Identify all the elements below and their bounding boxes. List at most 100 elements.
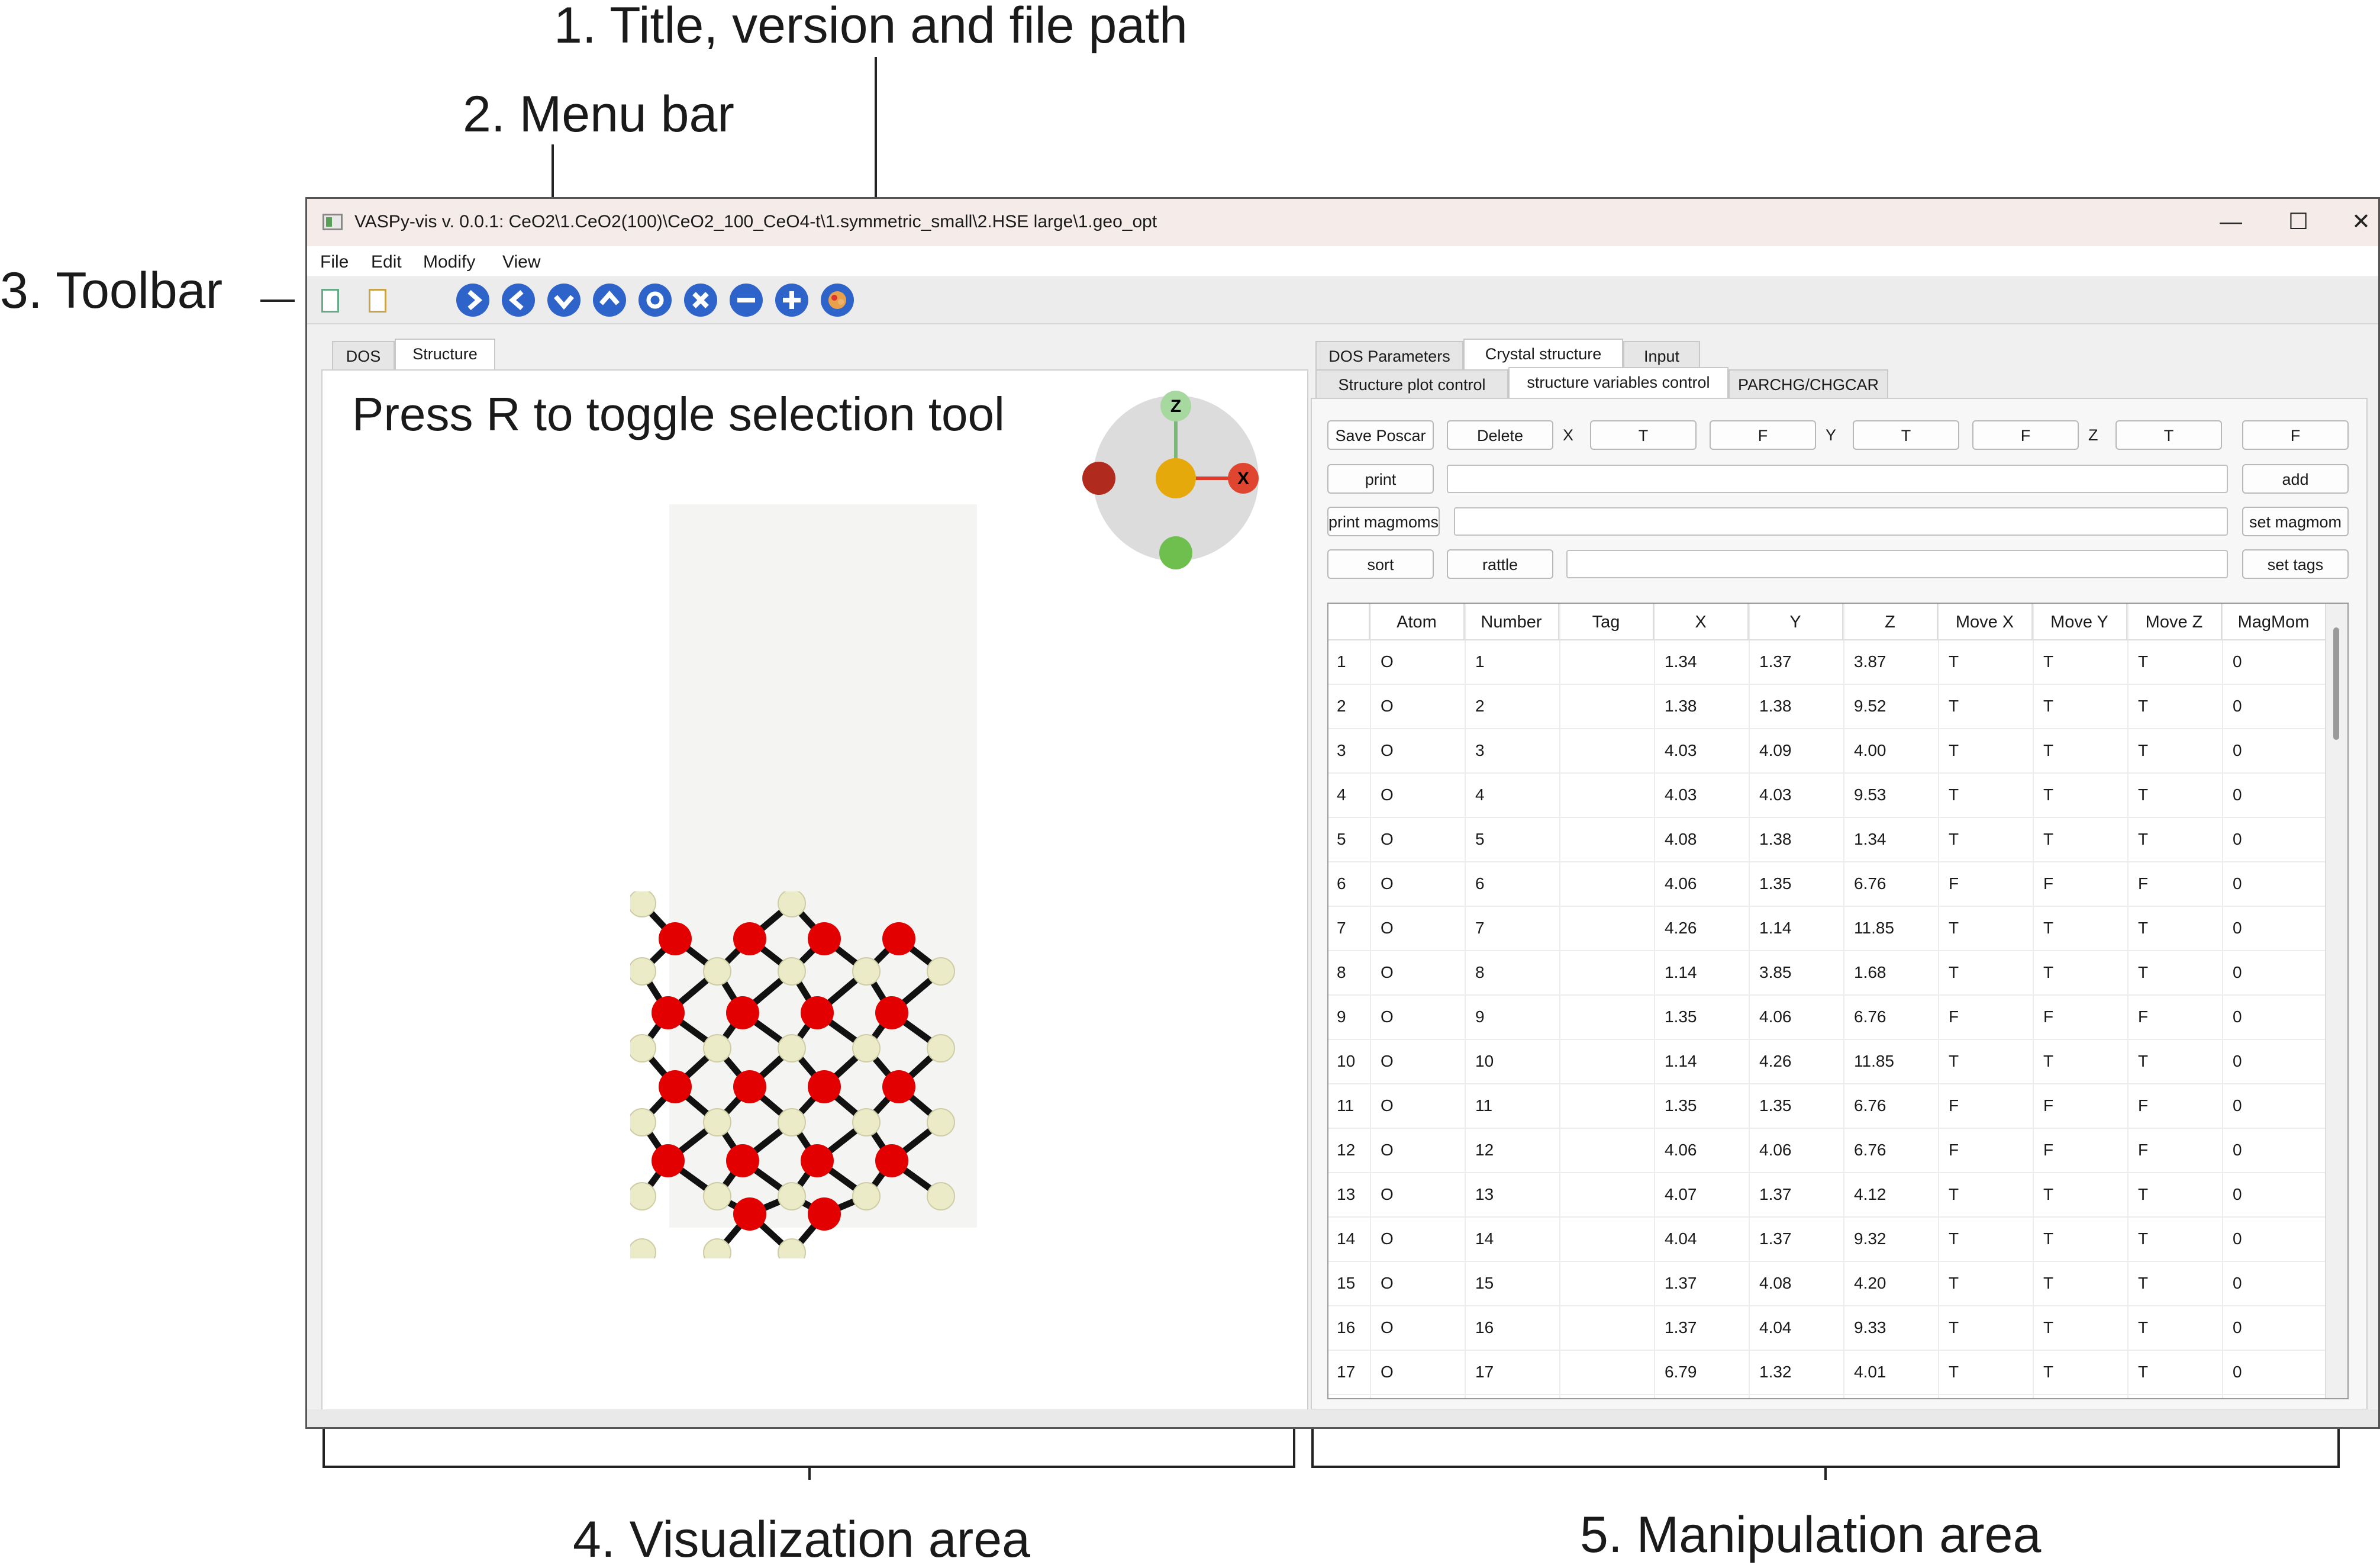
table-cell[interactable]: 4.06 [1759, 1141, 1792, 1159]
table-cell[interactable]: T [1949, 963, 1959, 981]
table-cell[interactable]: 4 [1475, 785, 1485, 804]
table-cell[interactable]: 4.03 [1759, 785, 1792, 804]
table-cell[interactable]: O [1381, 1052, 1394, 1070]
table-cell[interactable]: 9 [1475, 1007, 1485, 1026]
set-tags-button[interactable]: set tags [2242, 549, 2349, 579]
print-magmoms-button[interactable]: print magmoms [1327, 507, 1440, 536]
column-header-y[interactable]: Y [1749, 604, 1843, 640]
table-cell[interactable]: F [2138, 874, 2149, 893]
move-x-false-button[interactable]: F [1710, 420, 1816, 450]
cerium-atom[interactable] [630, 1034, 656, 1062]
table-cell[interactable]: 9.33 [1854, 1318, 1886, 1337]
cerium-atom[interactable] [778, 957, 806, 986]
table-cell[interactable]: T [2138, 830, 2149, 848]
table-cell[interactable]: 17 [1475, 1363, 1494, 1381]
subtab-structure-plot-control[interactable]: Structure plot control [1315, 369, 1508, 398]
table-cell[interactable]: 15 [1475, 1274, 1494, 1292]
table-cell[interactable]: 1.32 [1759, 1363, 1792, 1381]
table-cell[interactable]: 0 [2233, 697, 2242, 715]
tab-crystal-structure[interactable]: Crystal structure [1463, 339, 1623, 369]
table-cell[interactable]: 0 [2233, 1363, 2242, 1381]
oxygen-atom[interactable] [733, 922, 766, 955]
oxygen-atom[interactable] [808, 922, 841, 955]
column-header-number[interactable]: Number [1465, 604, 1559, 640]
table-cell[interactable]: F [2043, 874, 2054, 893]
table-cell[interactable]: 4.06 [1665, 874, 1697, 893]
column-header-move-y[interactable]: Move Y [2033, 604, 2127, 640]
table-cell[interactable]: 4.03 [1665, 785, 1697, 804]
table-cell[interactable]: 4.01 [1854, 1363, 1886, 1381]
crystal-structure[interactable] [630, 891, 1009, 1258]
table-row[interactable]: 8 O 8 1.14 3.85 1.68 T T T 0 [1328, 951, 2326, 996]
tab-input[interactable]: Input [1623, 341, 1700, 369]
arrow-right-icon[interactable] [456, 284, 489, 317]
table-cell[interactable]: 9.52 [1854, 697, 1886, 715]
table-cell[interactable]: T [2043, 1052, 2054, 1070]
table-cell[interactable]: T [2138, 697, 2149, 715]
palette-icon[interactable] [821, 284, 854, 317]
table-cell[interactable]: 1.37 [1665, 1274, 1697, 1292]
table-cell[interactable]: 6.76 [1854, 874, 1886, 893]
menu-view[interactable]: View [502, 252, 541, 272]
table-cell[interactable]: T [1949, 919, 1959, 937]
table-cell[interactable]: O [1381, 919, 1394, 937]
table-cell[interactable]: 14 [1475, 1229, 1494, 1248]
table-cell[interactable]: 4.04 [1665, 1229, 1697, 1248]
table-cell[interactable]: O [1381, 1229, 1394, 1248]
column-header-z[interactable]: Z [1843, 604, 1938, 640]
menu-edit[interactable]: Edit [371, 252, 402, 272]
table-cell[interactable]: F [2043, 1096, 2054, 1115]
table-cell[interactable]: F [1949, 1141, 1959, 1159]
table-cell[interactable]: O [1381, 1318, 1394, 1337]
table-cell[interactable]: 0 [2233, 1318, 2242, 1337]
table-cell[interactable]: 4.08 [1665, 830, 1697, 848]
table-cell[interactable]: O [1381, 785, 1394, 804]
table-cell[interactable]: 1.14 [1665, 1052, 1697, 1070]
table-cell[interactable]: T [1949, 1274, 1959, 1292]
circle-icon[interactable] [638, 284, 672, 317]
table-row[interactable]: 1 O 1 1.34 1.37 3.87 T T T 0 [1328, 640, 2326, 685]
table-cell[interactable]: 1.37 [1665, 1318, 1697, 1337]
table-cell[interactable]: 9.32 [1854, 1229, 1886, 1248]
cerium-atom[interactable] [778, 1238, 806, 1258]
table-cell[interactable]: O [1381, 1141, 1394, 1159]
menu-modify[interactable]: Modify [423, 252, 476, 272]
print-button[interactable]: print [1327, 464, 1434, 494]
table-cell[interactable]: 1.35 [1665, 1096, 1697, 1115]
cerium-atom[interactable] [703, 1238, 731, 1258]
table-cell[interactable]: 0 [2233, 1052, 2242, 1070]
oxygen-atom[interactable] [882, 1070, 915, 1103]
cerium-atom[interactable] [703, 1108, 731, 1136]
close-button[interactable]: ✕ [2352, 210, 2371, 234]
cerium-atom[interactable] [852, 1108, 881, 1136]
table-cell[interactable]: 10 [1475, 1052, 1494, 1070]
table-row[interactable]: 10 O 10 1.14 4.26 11.85 T T T 0 [1328, 1040, 2326, 1084]
table-cell[interactable]: 0 [2233, 1007, 2242, 1026]
oxygen-atom[interactable] [875, 996, 908, 1029]
arrow-left-icon[interactable] [502, 284, 535, 317]
table-row[interactable]: 5 O 5 4.08 1.38 1.34 T T T 0 [1328, 818, 2326, 862]
oxygen-atom[interactable] [659, 922, 692, 955]
table-cell[interactable]: T [2043, 1274, 2054, 1292]
table-cell[interactable]: 0 [2233, 1229, 2242, 1248]
table-cell[interactable]: 1.37 [1759, 652, 1792, 671]
table-cell[interactable]: 2 [1475, 697, 1485, 715]
table-cell[interactable]: F [2043, 1141, 2054, 1159]
table-cell[interactable]: 4.03 [1665, 741, 1697, 759]
table-cell[interactable]: 9.53 [1854, 785, 1886, 804]
table-cell[interactable]: 4.06 [1759, 1007, 1792, 1026]
table-cell[interactable]: 0 [2233, 874, 2242, 893]
table-cell[interactable]: 1 [1475, 652, 1485, 671]
oxygen-atom[interactable] [882, 922, 915, 955]
move-x-true-button[interactable]: T [1590, 420, 1697, 450]
cerium-atom[interactable] [852, 1182, 881, 1210]
cerium-atom[interactable] [703, 1182, 731, 1210]
oxygen-atom[interactable] [726, 996, 759, 1029]
cerium-atom[interactable] [630, 1108, 656, 1136]
save-poscar-button[interactable]: Save Poscar [1327, 420, 1434, 450]
move-z-false-button[interactable]: F [2242, 420, 2349, 450]
table-cell[interactable]: 4.00 [1854, 741, 1886, 759]
table-cell[interactable]: T [2138, 1318, 2149, 1337]
oxygen-atom[interactable] [875, 1144, 908, 1177]
column-header-x[interactable]: X [1654, 604, 1749, 640]
